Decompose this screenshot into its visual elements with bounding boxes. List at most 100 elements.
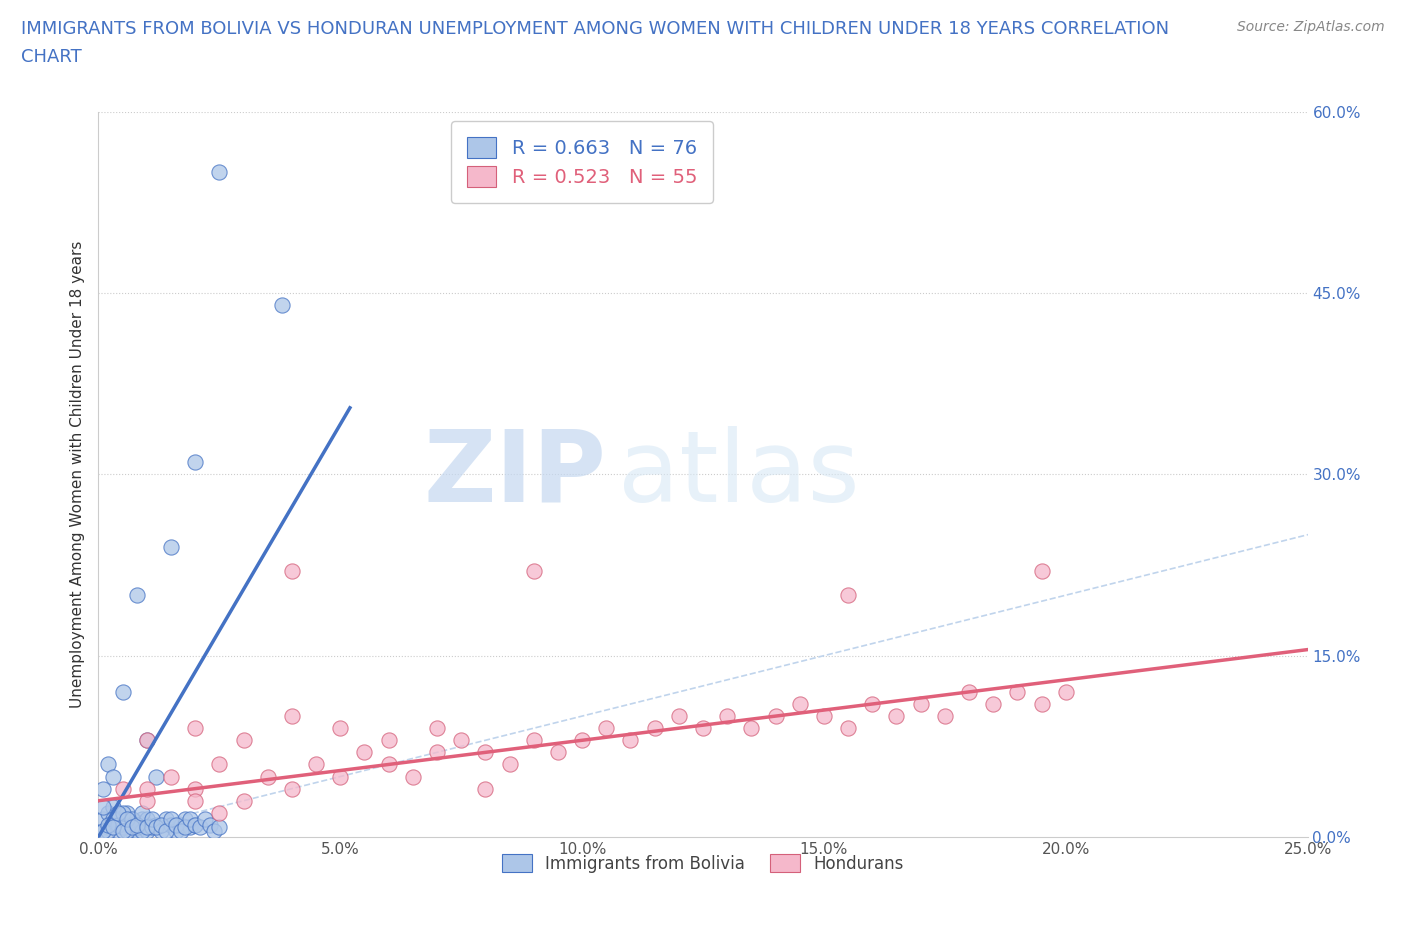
Point [150,824,173,839]
Point [141,811,163,827]
Point [547,745,569,760]
Point [155,824,177,839]
Point [117,824,139,839]
Point [208,757,231,772]
Point [184,817,207,832]
Y-axis label: Unemployment Among Women with Children Under 18 years: Unemployment Among Women with Children U… [70,241,86,708]
Point [208,805,231,820]
Point [765,709,787,724]
Point [692,721,714,736]
Point [111,820,134,835]
Point [329,769,352,784]
Point [595,721,617,736]
Point [117,817,139,832]
Point [523,733,546,748]
Point [97,820,120,835]
Point [174,811,197,827]
Point [174,820,197,835]
Point [305,757,328,772]
Point [127,817,149,832]
Point [91,800,114,815]
Text: CHART: CHART [21,48,82,66]
Point [194,811,217,827]
Point [668,709,690,724]
Point [184,817,207,832]
Point [127,815,149,830]
Point [619,733,641,748]
Point [111,805,134,820]
Text: ZIP: ZIP [423,426,606,523]
Point [97,805,120,820]
Point [127,588,149,603]
Point [957,684,980,699]
Point [860,697,883,711]
Point [135,733,157,748]
Point [150,817,173,832]
Point [97,817,120,832]
Point [91,824,114,839]
Point [1031,564,1053,578]
Point [97,757,120,772]
Point [121,811,143,827]
Point [91,824,114,839]
Point [160,539,183,554]
Point [474,781,496,796]
Point [145,820,167,835]
Point [377,757,399,772]
Point [117,805,139,820]
Point [107,817,129,832]
Point [716,709,738,724]
Point [131,820,153,835]
Point [121,820,143,835]
Point [523,564,546,578]
Point [281,781,304,796]
Point [1031,697,1053,711]
Point [135,781,157,796]
Point [101,769,124,784]
Point [184,455,207,470]
Point [886,709,908,724]
Point [131,811,153,827]
Point [121,824,143,839]
Point [281,709,304,724]
Point [198,817,221,832]
Text: atlas: atlas [619,426,860,523]
Point [111,824,134,839]
Text: IMMIGRANTS FROM BOLIVIA VS HONDURAN UNEMPLOYMENT AMONG WOMEN WITH CHILDREN UNDER: IMMIGRANTS FROM BOLIVIA VS HONDURAN UNEM… [21,20,1170,38]
Point [97,824,120,839]
Point [135,824,157,839]
Point [232,733,254,748]
Point [740,721,762,736]
Point [184,721,207,736]
Point [111,781,134,796]
Point [145,817,167,832]
Point [498,757,520,772]
Point [184,793,207,808]
Point [426,721,449,736]
Point [377,733,399,748]
Point [813,709,835,724]
Point [101,820,124,835]
Point [934,709,956,724]
Point [256,769,278,784]
Point [208,165,231,179]
Point [141,820,163,835]
Point [981,697,1004,711]
Point [184,781,207,796]
Point [111,811,134,827]
Point [160,769,183,784]
Point [232,793,254,808]
Point [179,820,201,835]
Point [145,769,167,784]
Point [91,781,114,796]
Text: Source: ZipAtlas.com: Source: ZipAtlas.com [1237,20,1385,34]
Point [111,684,134,699]
Point [107,805,129,820]
Point [135,817,157,832]
Point [135,793,157,808]
Point [101,817,124,832]
Point [474,745,496,760]
Point [450,733,472,748]
Point [127,820,149,835]
Legend: Immigrants from Bolivia, Hondurans: Immigrants from Bolivia, Hondurans [495,847,911,880]
